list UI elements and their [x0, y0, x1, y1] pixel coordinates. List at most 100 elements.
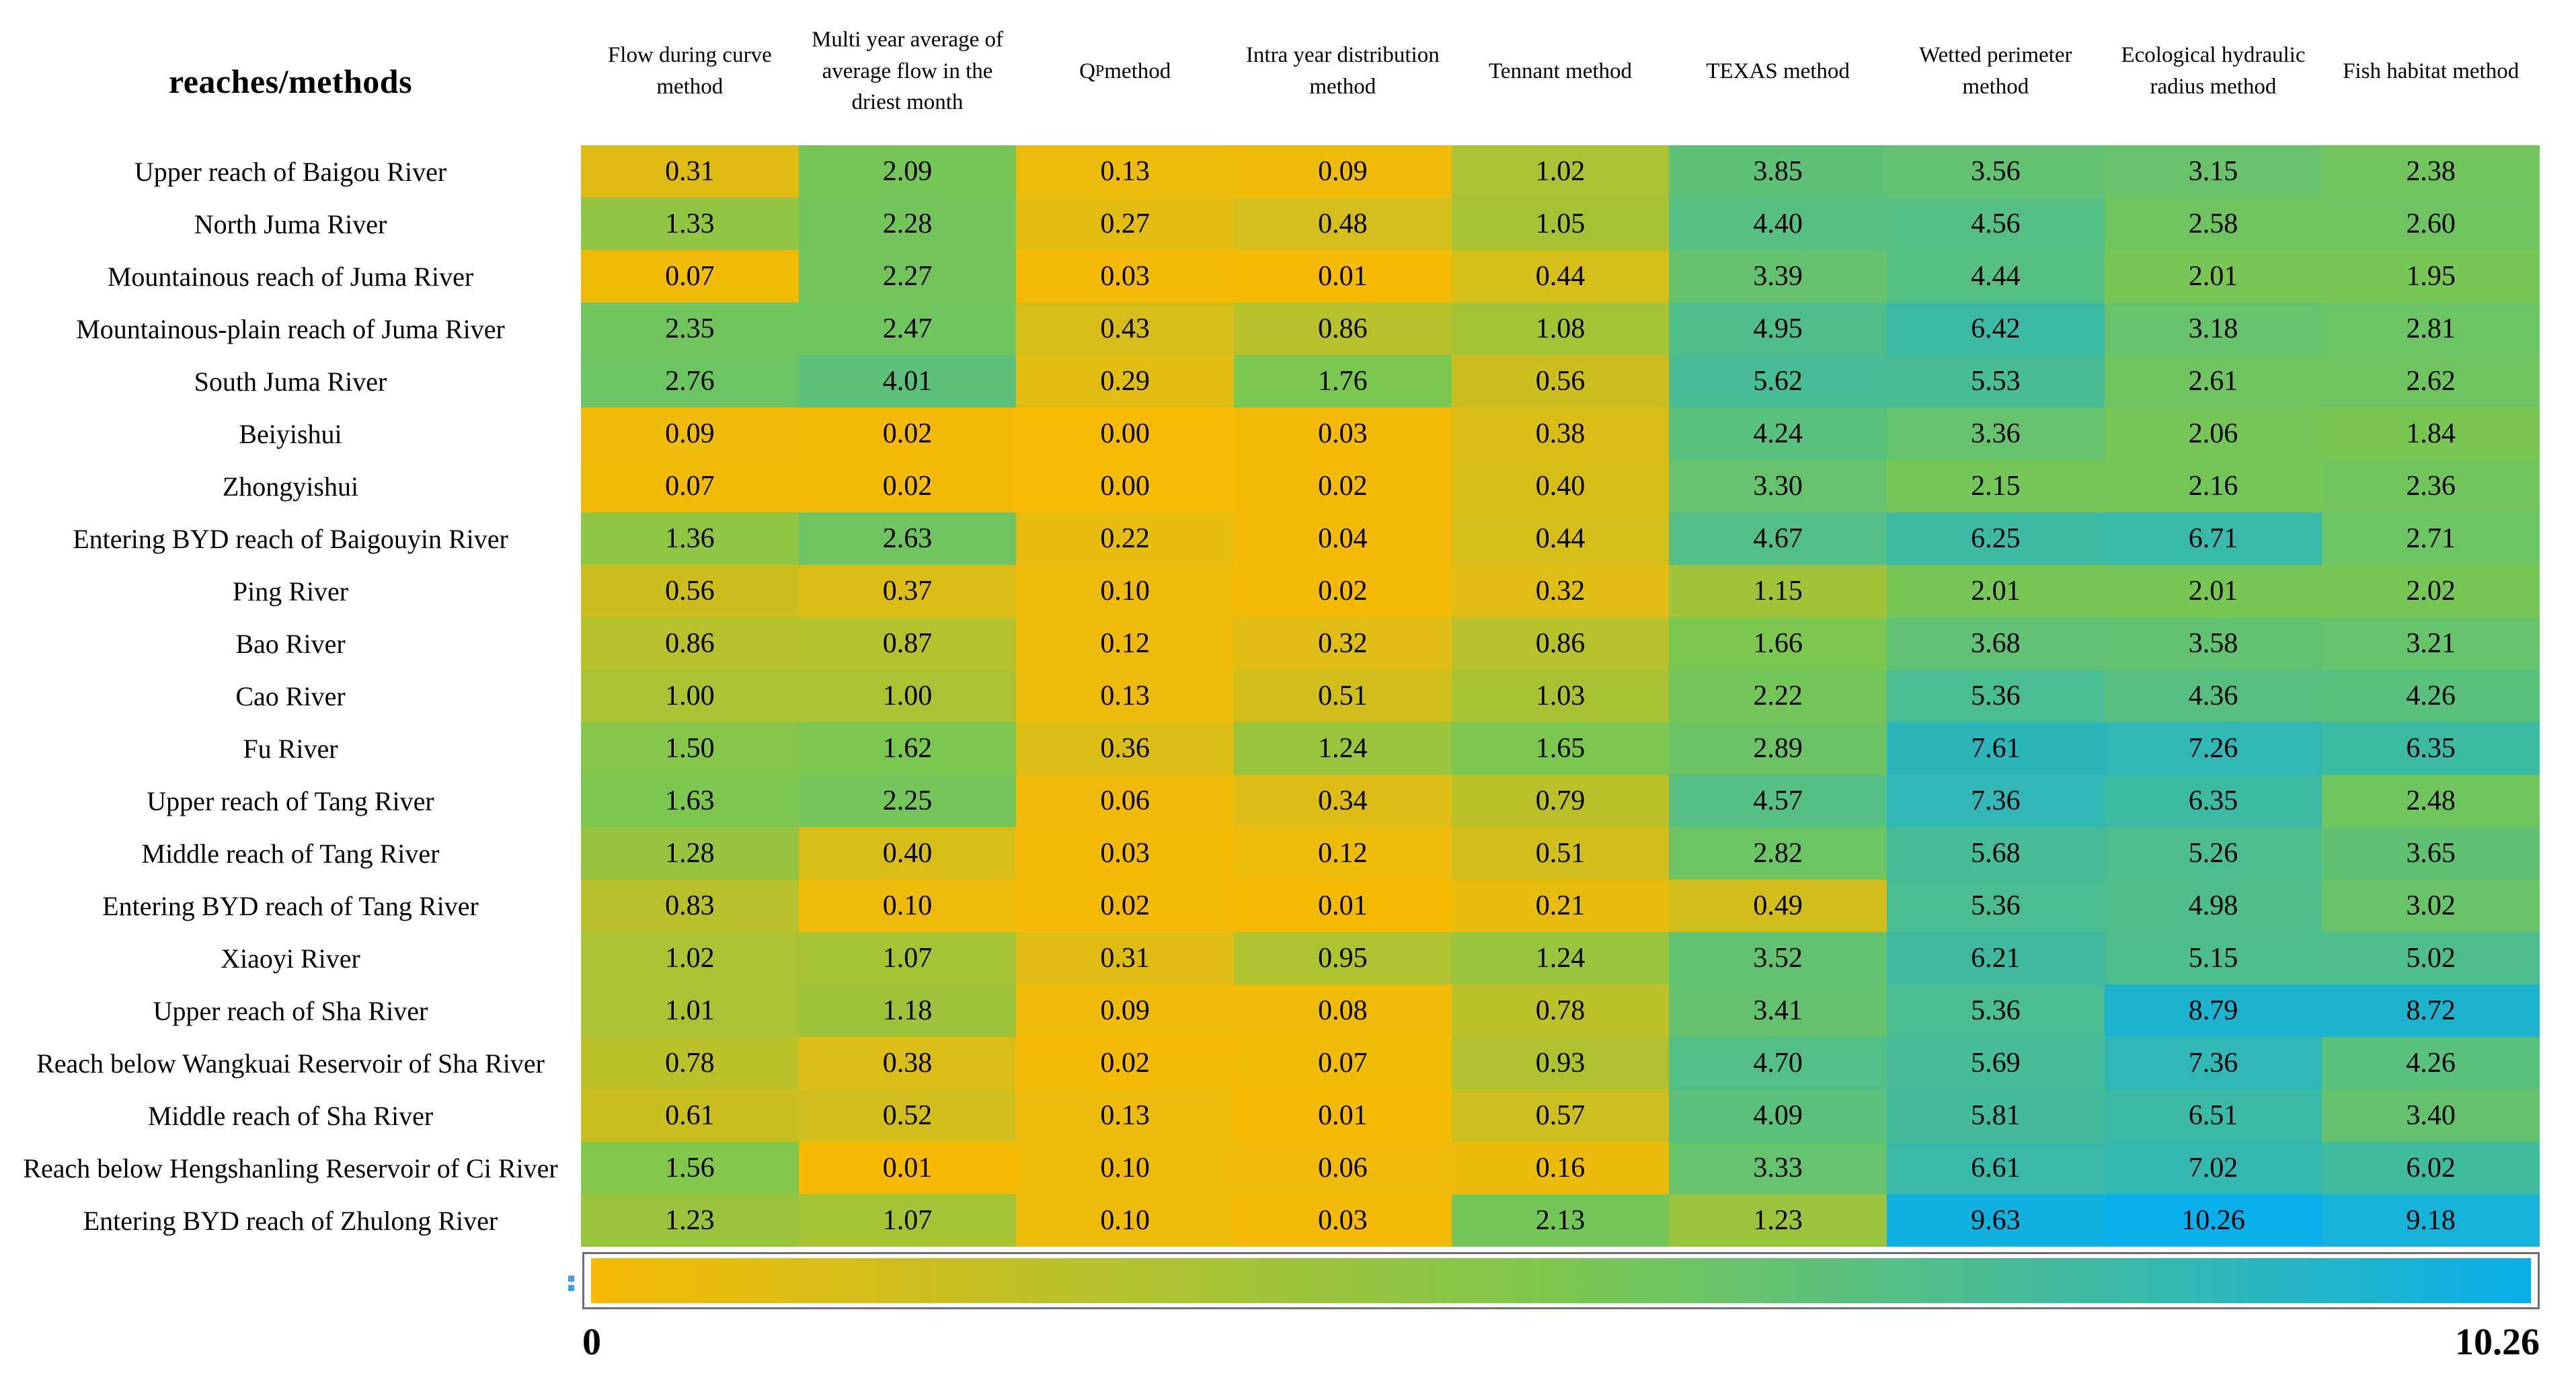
heatmap-cell: 1.18 — [798, 984, 1017, 1037]
heatmap-cell: 0.87 — [798, 617, 1017, 670]
heatmap-cell: 7.61 — [1886, 722, 2105, 775]
colorbar-max-label: 10.26 — [2455, 1321, 2540, 1363]
heatmap-cell: 2.01 — [2104, 250, 2323, 303]
heatmap-cell: 3.40 — [2322, 1089, 2540, 1142]
heatmap-cell: 0.13 — [1016, 145, 1234, 198]
heatmap-cell: 1.23 — [1669, 1194, 1887, 1247]
heatmap-cell: 3.15 — [2104, 145, 2323, 198]
heatmap-cell: 5.69 — [1886, 1037, 2105, 1089]
heatmap-cell: 0.43 — [1016, 303, 1234, 355]
heatmap-cell: 1.65 — [1451, 722, 1670, 775]
heatmap-cell: 3.18 — [2104, 303, 2323, 355]
row-label: Middle reach of Sha River — [147, 1100, 434, 1131]
heatmap-cell: 0.22 — [1016, 512, 1234, 565]
heatmap-cell: 0.61 — [581, 1089, 799, 1142]
heatmap-cell: 0.79 — [1451, 775, 1670, 827]
heatmap-cell: 0.93 — [1451, 1037, 1670, 1089]
heatmap-cell: 1.03 — [1451, 670, 1670, 722]
heatmap-cell: 4.98 — [2104, 880, 2323, 932]
heatmap-cell: 0.03 — [1016, 250, 1234, 303]
heatmap-cell: 0.02 — [1016, 880, 1234, 932]
row-label: Upper reach of Baigou River — [134, 156, 447, 187]
heatmap-cell: 0.09 — [1233, 145, 1452, 198]
colorbar-cursor-dot-top — [568, 1276, 574, 1282]
heatmap-cell: 1.07 — [798, 932, 1017, 984]
heatmap-cell: 1.95 — [2322, 250, 2540, 303]
heatmap-cell: 3.52 — [1669, 932, 1887, 984]
heatmap-cell: 0.56 — [1451, 355, 1670, 408]
heatmap-cell: 0.01 — [1233, 880, 1452, 932]
heatmap-cell: 0.09 — [581, 408, 799, 460]
heatmap-cell: 0.07 — [1233, 1037, 1452, 1089]
heatmap-cell: 3.39 — [1669, 250, 1887, 303]
heatmap-cell: 7.36 — [2104, 1037, 2323, 1089]
heatmap-cell: 0.52 — [798, 1089, 1017, 1142]
heatmap-cell: 8.79 — [2104, 984, 2323, 1037]
heatmap-cell: 6.02 — [2322, 1142, 2540, 1194]
heatmap-cell: 0.57 — [1451, 1089, 1670, 1142]
heatmap-cell: 1.00 — [798, 670, 1017, 722]
heatmap-cell: 0.04 — [1233, 512, 1452, 565]
heatmap-cell: 0.02 — [1233, 460, 1452, 512]
heatmap-cell: 0.10 — [1016, 1194, 1234, 1247]
heatmap-cell: 0.13 — [1016, 670, 1234, 722]
row-labels: Upper reach of Baigou River North Juma Ri… — [0, 145, 581, 1247]
heatmap-cell: 6.42 — [1886, 303, 2105, 355]
heatmap-cell: 0.78 — [581, 1037, 799, 1089]
heatmap-cell: 0.29 — [1016, 355, 1234, 408]
heatmap-cell: 7.36 — [1886, 775, 2105, 827]
heatmap-cell: 2.58 — [2104, 198, 2323, 250]
row-label: Reach below Wangkuai Reservoir of Sha Ri… — [36, 1048, 545, 1079]
heatmap-cell: 0.08 — [1233, 984, 1452, 1037]
heatmap-cell: 5.62 — [1669, 355, 1887, 408]
heatmap-cell: 0.48 — [1233, 198, 1452, 250]
colorbar-gradient — [591, 1258, 2531, 1303]
heatmap-cell: 0.27 — [1016, 198, 1234, 250]
column-header-8: Ecological hydraulic radius method — [2121, 43, 2306, 99]
colorbar — [582, 1252, 2540, 1309]
heatmap-cell: 2.81 — [2322, 303, 2540, 355]
heatmap-cell: 0.86 — [581, 617, 799, 670]
heatmap-cell: 3.02 — [2322, 880, 2540, 932]
heatmap-cell: 5.15 — [2104, 932, 2323, 984]
heatmap-cell: 2.76 — [581, 355, 799, 408]
row-label: Beiyishui — [239, 418, 342, 449]
heatmap-cell: 1.36 — [581, 512, 799, 565]
heatmap-cell: 0.83 — [581, 880, 799, 932]
heatmap-cell: 1.56 — [581, 1142, 799, 1194]
heatmap-cell: 5.36 — [1886, 670, 2105, 722]
heatmap-cell: 3.85 — [1669, 145, 1887, 198]
row-label: North Juma River — [194, 208, 387, 239]
heatmap-cell: 2.02 — [2322, 565, 2540, 617]
heatmap-cell: 0.06 — [1016, 775, 1234, 827]
heatmap-cell: 5.36 — [1886, 880, 2105, 932]
column-header-6: TEXAS method — [1706, 59, 1850, 83]
heatmap-cell: 4.26 — [2322, 1037, 2540, 1089]
heatmap-cell: 5.36 — [1886, 984, 2105, 1037]
heatmap-cell: 6.71 — [2104, 512, 2323, 565]
heatmap-cell: 2.60 — [2322, 198, 2540, 250]
row-label: Mountainous reach of Juma River — [107, 261, 474, 292]
heatmap-cell: 2.61 — [2104, 355, 2323, 408]
heatmap-cell: 1.15 — [1669, 565, 1887, 617]
row-label: Entering BYD reach of Tang River — [102, 890, 479, 921]
heatmap-cell: 0.34 — [1233, 775, 1452, 827]
column-header-9: Fish habitat method — [2343, 59, 2520, 83]
heatmap-cell: 5.81 — [1886, 1089, 2105, 1142]
column-headers: Flow during curve method Multi year avera… — [581, 0, 2540, 143]
page-title: reaches/methods — [168, 63, 413, 100]
row-label: Ping River — [232, 576, 349, 607]
heatmap-cell: 0.10 — [1016, 565, 1234, 617]
heatmap-cell: 6.51 — [2104, 1089, 2323, 1142]
heatmap-cell: 5.68 — [1886, 827, 2105, 880]
heatmap-cell: 0.32 — [1233, 617, 1452, 670]
heatmap-cell: 0.13 — [1016, 1089, 1234, 1142]
heatmap-cell: 2.89 — [1669, 722, 1887, 775]
heatmap-cell: 4.56 — [1886, 198, 2105, 250]
row-label: Bao River — [235, 628, 346, 659]
heatmap-cell: 0.12 — [1016, 617, 1234, 670]
heatmap-cell: 1.63 — [581, 775, 799, 827]
heatmap-cell: 3.65 — [2322, 827, 2540, 880]
heatmap-cell: 0.40 — [798, 827, 1017, 880]
heatmap-cell: 0.03 — [1233, 1194, 1452, 1247]
